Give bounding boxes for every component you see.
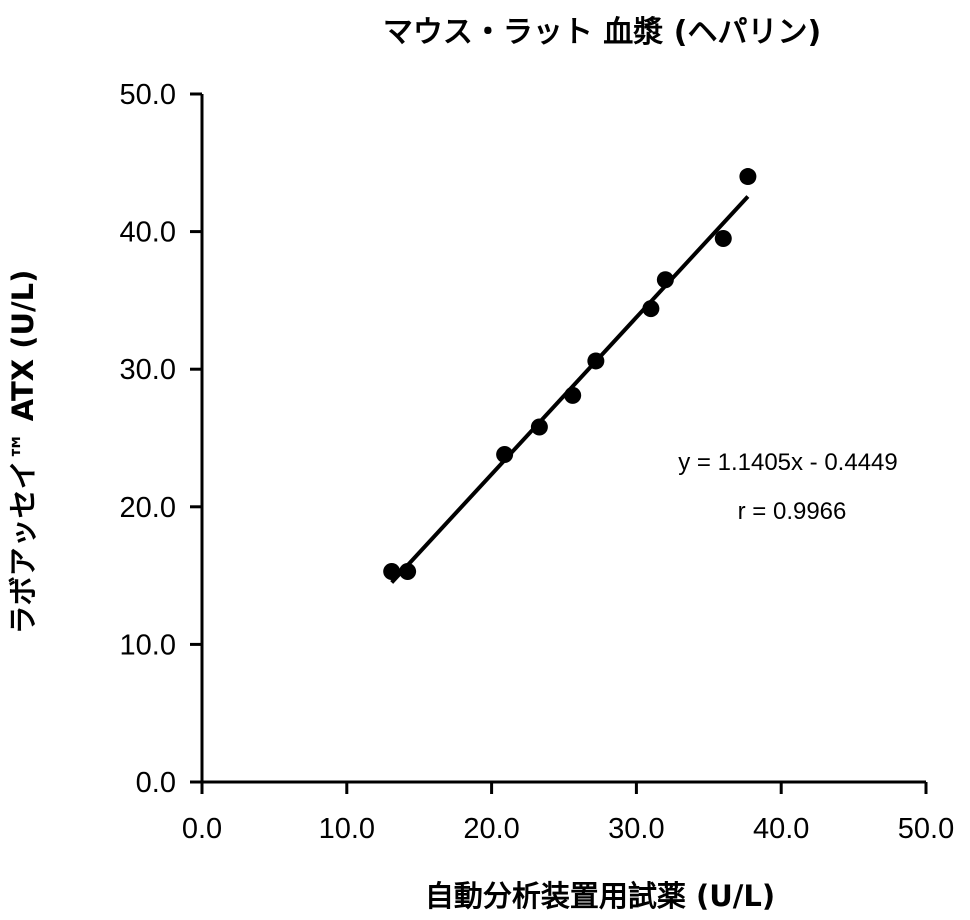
x-axis-ticks: 0.0 10.0 20.0 30.0 40.0 50.0	[182, 782, 954, 845]
data-point	[714, 229, 732, 247]
x-tick-label: 0.0	[182, 813, 222, 845]
y-tick-label: 20.0	[120, 492, 176, 524]
data-point	[496, 446, 514, 464]
data-points	[383, 168, 757, 580]
data-point	[530, 418, 548, 436]
x-tick-label: 30.0	[608, 813, 664, 845]
y-axis-label: ラボアッセイ™ ATX (U/L)	[6, 270, 40, 635]
y-tick-label: 0.0	[136, 767, 176, 799]
correlation-coefficient: r = 0.9966	[738, 498, 847, 525]
data-point	[383, 562, 401, 580]
x-tick-label: 20.0	[463, 813, 519, 845]
data-point	[642, 300, 660, 318]
data-point	[399, 562, 417, 580]
regression-equation: y = 1.1405x - 0.4449	[678, 449, 898, 476]
data-point	[739, 168, 757, 186]
data-point	[587, 352, 605, 370]
y-tick-label: 10.0	[120, 629, 176, 661]
axes	[200, 94, 926, 784]
y-tick-label: 50.0	[120, 79, 176, 111]
x-tick-label: 50.0	[898, 813, 954, 845]
x-axis-label: 自動分析装置用試薬 (U/L)	[425, 879, 775, 913]
data-point	[656, 271, 674, 289]
x-tick-label: 10.0	[319, 813, 375, 845]
chart-title: マウス・ラット 血漿 (ヘパリン)	[383, 15, 821, 50]
y-tick-label: 30.0	[120, 354, 176, 386]
y-axis-ticks: 0.0 10.0 20.0 30.0 40.0 50.0	[120, 79, 202, 799]
data-point	[564, 386, 582, 404]
y-tick-label: 40.0	[120, 217, 176, 249]
x-tick-label: 40.0	[753, 813, 809, 845]
